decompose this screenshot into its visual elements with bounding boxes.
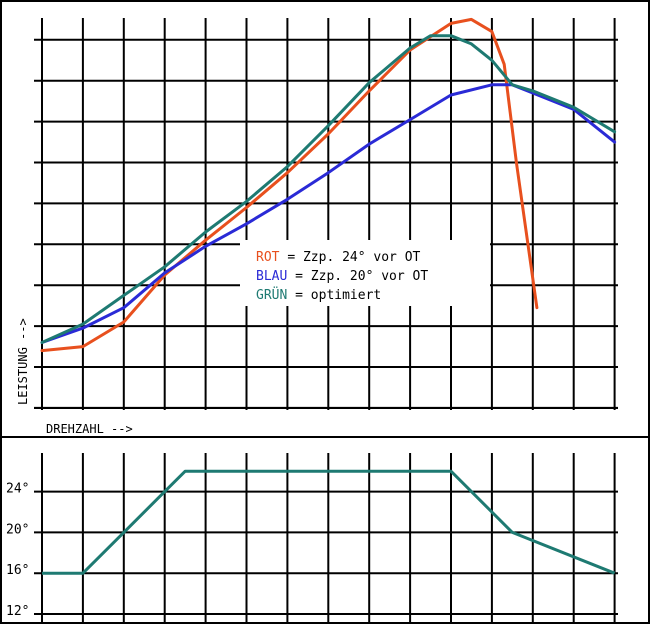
y-tick-label: 20°	[6, 522, 29, 537]
power-curves	[40, 17, 617, 353]
timing-line	[42, 469, 616, 575]
legend: ROT = Zzp. 24° vor OT BLAU = Zzp. 20° vor…	[240, 240, 490, 306]
legend-entry: ROT = Zzp. 24° vor OT	[256, 250, 421, 265]
series-line-rot	[40, 17, 539, 353]
legend-key: GRÜN	[256, 286, 295, 303]
tick-label-bg	[4, 562, 34, 576]
legend-key: ROT	[256, 250, 287, 265]
y-tick-label: 16°	[6, 563, 29, 578]
timing-y-ticks: 24° 20° 16° 12°	[4, 480, 34, 619]
y-tick-label: 24°	[6, 482, 29, 497]
legend-background	[240, 240, 490, 306]
y-tick-label: 12°	[6, 604, 29, 619]
tick-label-bg	[4, 521, 34, 535]
legend-entry: GRÜN = optimiert	[256, 286, 381, 303]
legend-text: = optimiert	[295, 288, 381, 303]
legend-entry: BLAU = Zzp. 20° vor OT	[256, 269, 428, 284]
timing-chart-grid	[34, 453, 618, 624]
legend-text: = Zzp. 20° vor OT	[295, 269, 428, 284]
series-line-gruen	[40, 34, 617, 344]
legend-text: = Zzp. 24° vor OT	[287, 250, 420, 265]
x-axis-label: DREHZAHL -->	[46, 422, 133, 436]
tick-label-bg	[4, 603, 34, 616]
y-axis-label: LEISTUNG -->	[16, 318, 30, 405]
tick-label-bg	[4, 480, 34, 494]
timing-curve	[42, 469, 616, 575]
legend-key: BLAU	[256, 269, 295, 284]
